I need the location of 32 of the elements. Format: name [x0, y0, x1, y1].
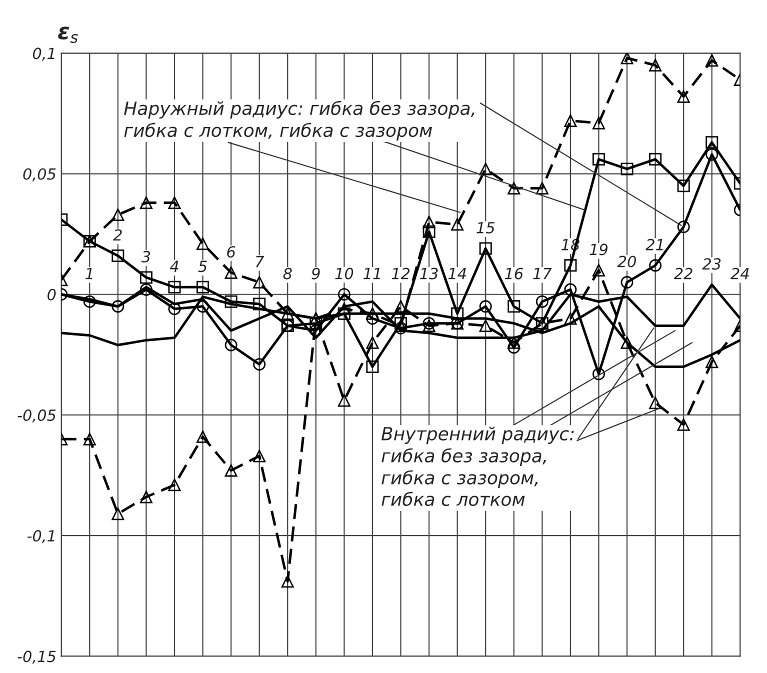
x-tick-label: 4 — [170, 260, 178, 272]
x-tick-label: 5 — [198, 260, 207, 272]
x-tick-label: 2 — [113, 229, 122, 241]
x-tick-label: 8 — [283, 268, 292, 280]
x-tick-label: 17 — [533, 268, 552, 280]
x-tick-label: 15 — [476, 222, 494, 234]
x-tick-label: 7 — [256, 256, 264, 268]
x-tick-label: 14 — [448, 268, 466, 280]
y-tick-label: 0 — [48, 288, 56, 300]
x-tick-label: 1 — [86, 268, 92, 280]
x-tick-label: 23 — [702, 258, 721, 270]
y-tick-label: 0,1 — [32, 48, 54, 61]
x-tick-label: 9 — [312, 268, 320, 280]
x-tick-label: 21 — [646, 238, 663, 250]
x-tick-label: 11 — [364, 268, 380, 280]
x-tick-label: 16 — [504, 268, 523, 280]
x-tick-label: 10 — [335, 268, 354, 280]
annotation: Наружный радиус: гибка без зазора, гибка с лотком, гибка с зазором — [124, 100, 474, 141]
x-tick-label: 20 — [617, 256, 636, 268]
y-tick-label: 0,05 — [23, 168, 56, 182]
y-axis-title: ε$_{s}$ — [58, 26, 78, 43]
x-tick-label: 3 — [141, 250, 150, 262]
x-tick-label: 13 — [420, 268, 438, 280]
x-tick-label: 6 — [227, 246, 236, 258]
y-tick-label: -0,1 — [27, 530, 54, 544]
x-tick-label: 19 — [590, 244, 608, 256]
x-tick-label: 12 — [392, 268, 410, 280]
x-tick-label: 24 — [730, 268, 749, 280]
y-tick-label: -0,05 — [18, 409, 56, 423]
annotation: Внутренний радиус: гибка без зазора, гибка с зазором, гибка с лотком — [381, 426, 574, 506]
x-tick-label: 22 — [674, 268, 692, 280]
y-tick-label: -0,15 — [18, 650, 56, 664]
